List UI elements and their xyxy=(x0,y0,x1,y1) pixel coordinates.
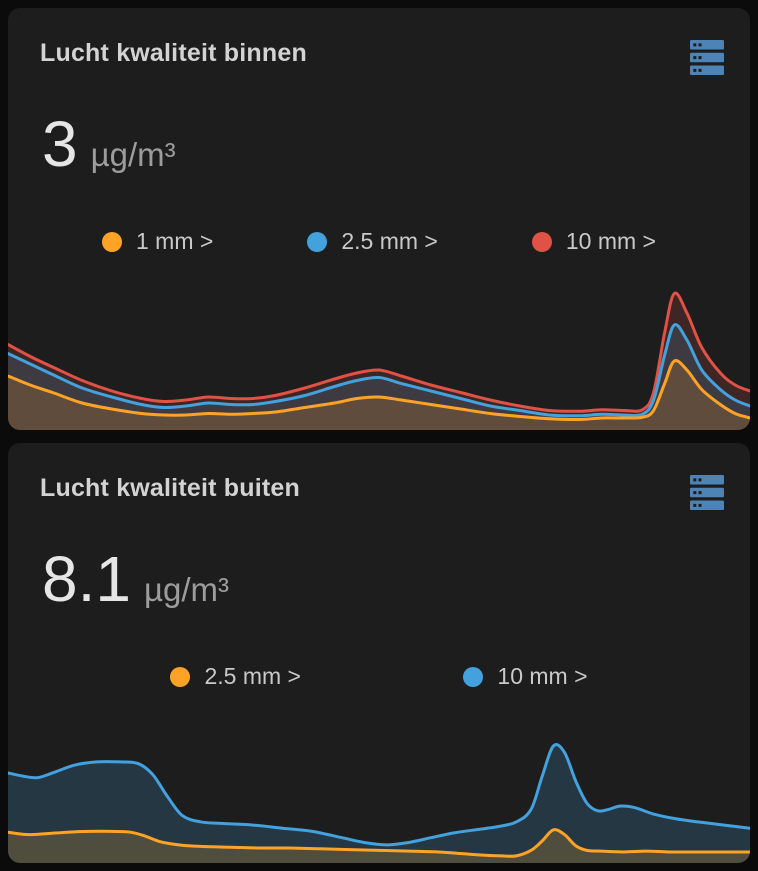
server-icon-button[interactable] xyxy=(690,40,724,76)
legend-dot xyxy=(102,231,122,252)
current-value-row: 8.1 µg/m³ xyxy=(42,543,229,615)
legend-outdoor: 2.5 mm > 10 mm > xyxy=(8,663,750,690)
legend-item-2-5mm[interactable]: 2.5 mm > xyxy=(170,663,301,690)
card-title-indoor: Lucht kwaliteit binnen xyxy=(40,39,307,67)
current-value-indoor: 3 xyxy=(42,108,78,180)
card-header: Lucht kwaliteit buiten xyxy=(40,473,726,511)
legend-item-10mm[interactable]: 10 mm > xyxy=(531,228,656,255)
legend-label: 10 mm > xyxy=(497,663,588,689)
server-icon-button[interactable] xyxy=(690,475,724,511)
air-quality-chart-indoor xyxy=(8,280,750,430)
legend-item-2-5mm[interactable]: 2.5 mm > xyxy=(307,228,438,255)
legend-label: 2.5 mm > xyxy=(204,663,301,689)
card-title-outdoor: Lucht kwaliteit buiten xyxy=(40,474,300,502)
legend-label: 2.5 mm > xyxy=(341,228,438,254)
legend-dot xyxy=(531,231,552,252)
legend-label: 1 mm > xyxy=(136,228,214,254)
server-icon xyxy=(690,40,724,75)
current-value-outdoor: 8.1 xyxy=(42,543,131,615)
legend-label: 10 mm > xyxy=(565,228,656,254)
current-value-unit: µg/m³ xyxy=(90,136,176,173)
server-icon xyxy=(690,475,724,510)
card-header: Lucht kwaliteit binnen xyxy=(40,38,726,76)
card-air-quality-outdoor: Lucht kwaliteit buiten 8.1 xyxy=(8,443,750,863)
air-quality-chart-outdoor xyxy=(8,705,750,863)
legend-indoor: 1 mm > 2.5 mm > 10 mm > xyxy=(8,228,750,255)
legend-dot xyxy=(463,666,484,687)
legend-dot xyxy=(170,666,191,687)
legend-item-10mm[interactable]: 10 mm > xyxy=(463,663,588,690)
card-air-quality-indoor: Lucht kwaliteit binnen 3 xyxy=(8,8,750,430)
current-value-unit: µg/m³ xyxy=(143,571,229,608)
current-value-row: 3 µg/m³ xyxy=(42,108,176,180)
legend-item-1mm[interactable]: 1 mm > xyxy=(102,228,213,255)
legend-dot xyxy=(307,231,328,252)
